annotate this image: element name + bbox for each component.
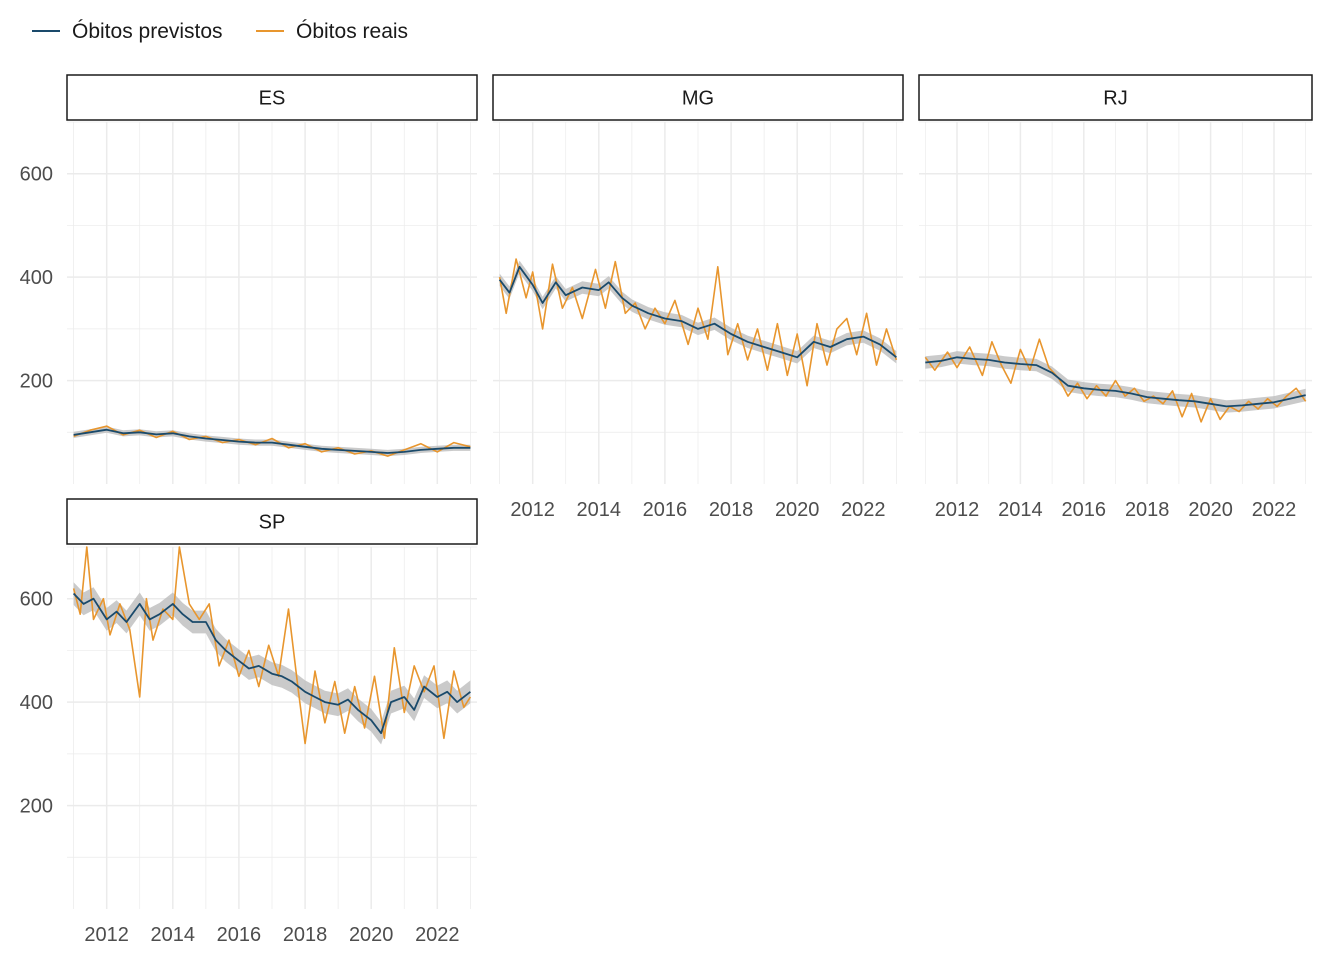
series-predicted-band — [925, 351, 1306, 413]
x-tick-label: 2012 — [84, 924, 129, 946]
series-predicted-line — [72, 592, 471, 735]
facet-strip-label: SP — [259, 512, 286, 534]
x-tick-label: 2014 — [998, 499, 1043, 521]
x-tick-label: 2020 — [349, 924, 394, 946]
facet-strip — [66, 74, 478, 121]
y-tick-label: 400 — [20, 692, 53, 714]
series-actual-line — [924, 338, 1307, 423]
x-tick-label: 2016 — [217, 924, 262, 946]
legend: Óbitos previstos Óbitos reais — [32, 20, 408, 43]
x-tick-label: 2018 — [1125, 499, 1170, 521]
x-tick-label: 2018 — [283, 924, 328, 946]
series-actual-line — [72, 546, 472, 745]
series-predicted-line — [925, 356, 1306, 408]
y-tick-label: 600 — [20, 589, 53, 611]
y-tick-label: 600 — [20, 164, 53, 186]
facet-strip-label: ES — [259, 88, 286, 110]
series-predicted-line — [73, 428, 471, 454]
facet-strip-label: MG — [682, 88, 714, 110]
x-tick-label: 2012 — [510, 499, 555, 521]
x-tick-label: 2014 — [151, 924, 196, 946]
series-predicted-line — [498, 265, 897, 359]
facet-strip-label: RJ — [1103, 88, 1127, 110]
x-tick-label: 2014 — [577, 499, 622, 521]
facet-strip — [66, 498, 478, 545]
x-tick-label: 2012 — [935, 499, 980, 521]
panel-rj: RJ 2012 2014 2016 2018 2020 2022 — [918, 74, 1313, 521]
y-tick-label: 400 — [20, 267, 53, 289]
x-tick-label: 2022 — [841, 499, 886, 521]
panel-sp: SP 200 400 600 2012 2014 2016 2018 2020 2022 — [20, 498, 478, 946]
series-predicted-band — [499, 260, 897, 364]
facet-strip — [918, 74, 1313, 121]
x-tick-label: 2022 — [1252, 499, 1297, 521]
x-tick-label: 2016 — [1062, 499, 1107, 521]
series-predicted-band — [73, 582, 471, 745]
series-actual-line — [498, 258, 898, 387]
x-tick-label: 2016 — [643, 499, 688, 521]
facet-panels: ES 200 400 600 MG 2012 2014 2016 2018 2020 2022 RJ 2… — [20, 74, 1313, 946]
x-tick-label: 2018 — [709, 499, 754, 521]
legend-label-actual: Óbitos reais — [296, 20, 408, 43]
panel-es: ES 200 400 600 — [20, 74, 478, 484]
facet-strip — [492, 74, 904, 121]
y-tick-label: 200 — [20, 371, 53, 393]
x-tick-label: 2020 — [775, 499, 820, 521]
x-tick-label: 2020 — [1188, 499, 1233, 521]
legend-label-predicted: Óbitos previstos — [72, 20, 223, 43]
x-tick-label: 2022 — [415, 924, 460, 946]
y-tick-label: 200 — [20, 796, 53, 818]
series-actual-line — [73, 425, 471, 457]
panel-mg: MG 2012 2014 2016 2018 2020 2022 — [492, 74, 904, 521]
